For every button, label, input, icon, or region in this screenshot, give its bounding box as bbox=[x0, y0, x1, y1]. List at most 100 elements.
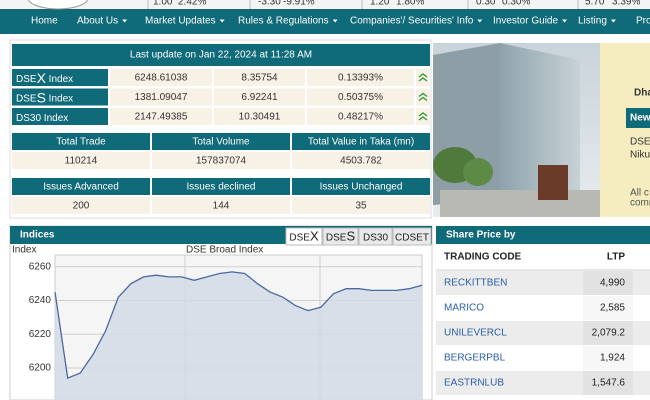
ticker-value: 1.20 bbox=[370, 0, 390, 8]
ltp-cell bbox=[583, 346, 633, 370]
banner-text: New bbox=[630, 113, 650, 124]
ltp-value: 4,990 bbox=[600, 278, 625, 289]
trading-code-link[interactable]: EASTRNLUB bbox=[444, 378, 504, 389]
index-cell bbox=[110, 108, 212, 125]
trade-header-cell bbox=[292, 133, 430, 150]
ticker-value: 0.30 bbox=[476, 0, 496, 8]
index-tab[interactable] bbox=[358, 227, 393, 246]
up-arrow-icon bbox=[418, 112, 428, 121]
trade-header: Total Trade bbox=[56, 137, 106, 148]
dropdown-caret bbox=[610, 19, 616, 23]
trade-value-cell bbox=[292, 152, 430, 169]
ticker-value: 5.70 bbox=[585, 0, 605, 8]
index-label-cell bbox=[12, 108, 108, 125]
index-line bbox=[54, 271, 423, 380]
tree bbox=[463, 158, 493, 186]
index-tab-label[interactable]: DS30 bbox=[363, 232, 388, 243]
ticker-value: -3.30 bbox=[258, 0, 281, 8]
index-change: 6.92241 bbox=[241, 92, 278, 103]
tab-label-part: CDSET bbox=[395, 232, 429, 243]
dropdown-caret bbox=[219, 19, 225, 23]
banner-text: Niku bbox=[630, 150, 650, 161]
index-name-part: S bbox=[37, 89, 46, 105]
ticker-value: 1.00 bbox=[153, 0, 173, 8]
dropdown-caret bbox=[477, 19, 483, 23]
issues-header-cell bbox=[292, 178, 430, 195]
issues-value-cell bbox=[152, 197, 290, 214]
index-cell bbox=[307, 108, 414, 125]
issues-value-cell bbox=[292, 197, 430, 214]
trading-code-link[interactable]: BERGERPBL bbox=[444, 353, 506, 364]
tab-label-part: DSE bbox=[289, 232, 310, 243]
nav-item[interactable]: Home bbox=[31, 16, 58, 27]
summary-header bbox=[12, 44, 430, 66]
banner-panel bbox=[600, 43, 650, 217]
issues-value: 35 bbox=[355, 201, 367, 212]
nav-item[interactable]: Listing bbox=[578, 16, 607, 27]
ltp-cell bbox=[583, 296, 633, 320]
issues-value-cell bbox=[12, 197, 150, 214]
index-cell bbox=[214, 69, 305, 86]
index-name-part: X bbox=[37, 70, 47, 86]
index-label-cell bbox=[12, 69, 108, 86]
trading-code-link[interactable]: UNILEVERCL bbox=[444, 328, 507, 339]
index-percent: 0.13393% bbox=[338, 73, 383, 84]
banner-news-bar bbox=[626, 108, 650, 128]
issues-value: 144 bbox=[213, 201, 230, 212]
trading-code-link[interactable]: RECKITTBEN bbox=[444, 278, 507, 289]
index-tab-label[interactable]: DSEX bbox=[289, 229, 319, 244]
issues-header-cell bbox=[152, 178, 290, 195]
ticker-value: 2.42% bbox=[178, 0, 206, 8]
ticker-value: 3.39% bbox=[612, 0, 640, 8]
dropdown-caret bbox=[122, 19, 128, 23]
index-change: 8.35754 bbox=[241, 73, 278, 84]
index-tab[interactable] bbox=[392, 227, 432, 246]
index-label-cell bbox=[12, 88, 108, 106]
index-cell bbox=[214, 108, 305, 125]
index-area bbox=[55, 271, 422, 400]
index-tab[interactable] bbox=[322, 227, 359, 246]
index-name: DSEX Index bbox=[16, 70, 73, 86]
trade-value: 157837074 bbox=[196, 156, 246, 167]
share-header bbox=[436, 226, 650, 244]
gate bbox=[538, 165, 568, 200]
banner-text: comm bbox=[630, 198, 650, 209]
index-cell bbox=[110, 88, 212, 106]
nav-item[interactable]: Market Updates bbox=[145, 16, 216, 27]
index-tab-label[interactable]: DSES bbox=[326, 229, 356, 244]
index-tab[interactable] bbox=[285, 227, 323, 246]
index-change: 10.30491 bbox=[239, 112, 281, 123]
trading-code-link[interactable]: MARICO bbox=[444, 303, 484, 314]
ltp-cell bbox=[583, 321, 633, 345]
issues-value: 200 bbox=[73, 201, 90, 212]
index-name: DS30 Index bbox=[16, 113, 68, 124]
index-cell bbox=[307, 69, 414, 86]
index-percent: 0.50375% bbox=[338, 92, 383, 103]
banner-text: DSE bbox=[630, 137, 650, 148]
index-tab-label[interactable]: CDSET bbox=[395, 232, 429, 243]
tab-label-part: S bbox=[346, 229, 355, 244]
trade-value-cell bbox=[152, 152, 290, 169]
trade-value-cell bbox=[12, 152, 150, 169]
nav-bar bbox=[0, 9, 650, 34]
issues-header-cell bbox=[12, 178, 150, 195]
y-tick-label: 6260 bbox=[29, 261, 52, 272]
nav-item[interactable]: Pro bbox=[636, 16, 650, 27]
y-tick-label: 6200 bbox=[29, 363, 52, 374]
index-cell bbox=[214, 88, 305, 106]
nav-item[interactable]: Companies'/ Securities' Info bbox=[350, 16, 474, 27]
ltp-cell bbox=[583, 271, 633, 295]
index-name-part: DSE bbox=[16, 74, 37, 85]
column-header: LTP bbox=[607, 252, 625, 263]
y-axis-label: Index bbox=[12, 245, 36, 256]
nav-item[interactable]: About Us bbox=[77, 16, 118, 27]
ground bbox=[440, 190, 600, 217]
index-percent: 0.48217% bbox=[338, 112, 383, 123]
tab-label-part: DS30 bbox=[363, 232, 388, 243]
nav-item[interactable]: Rules & Regulations bbox=[238, 16, 329, 27]
trade-header: Total Value in Taka (mn) bbox=[308, 137, 414, 148]
nav-item[interactable]: Investor Guide bbox=[493, 16, 558, 27]
index-cell bbox=[307, 88, 414, 106]
